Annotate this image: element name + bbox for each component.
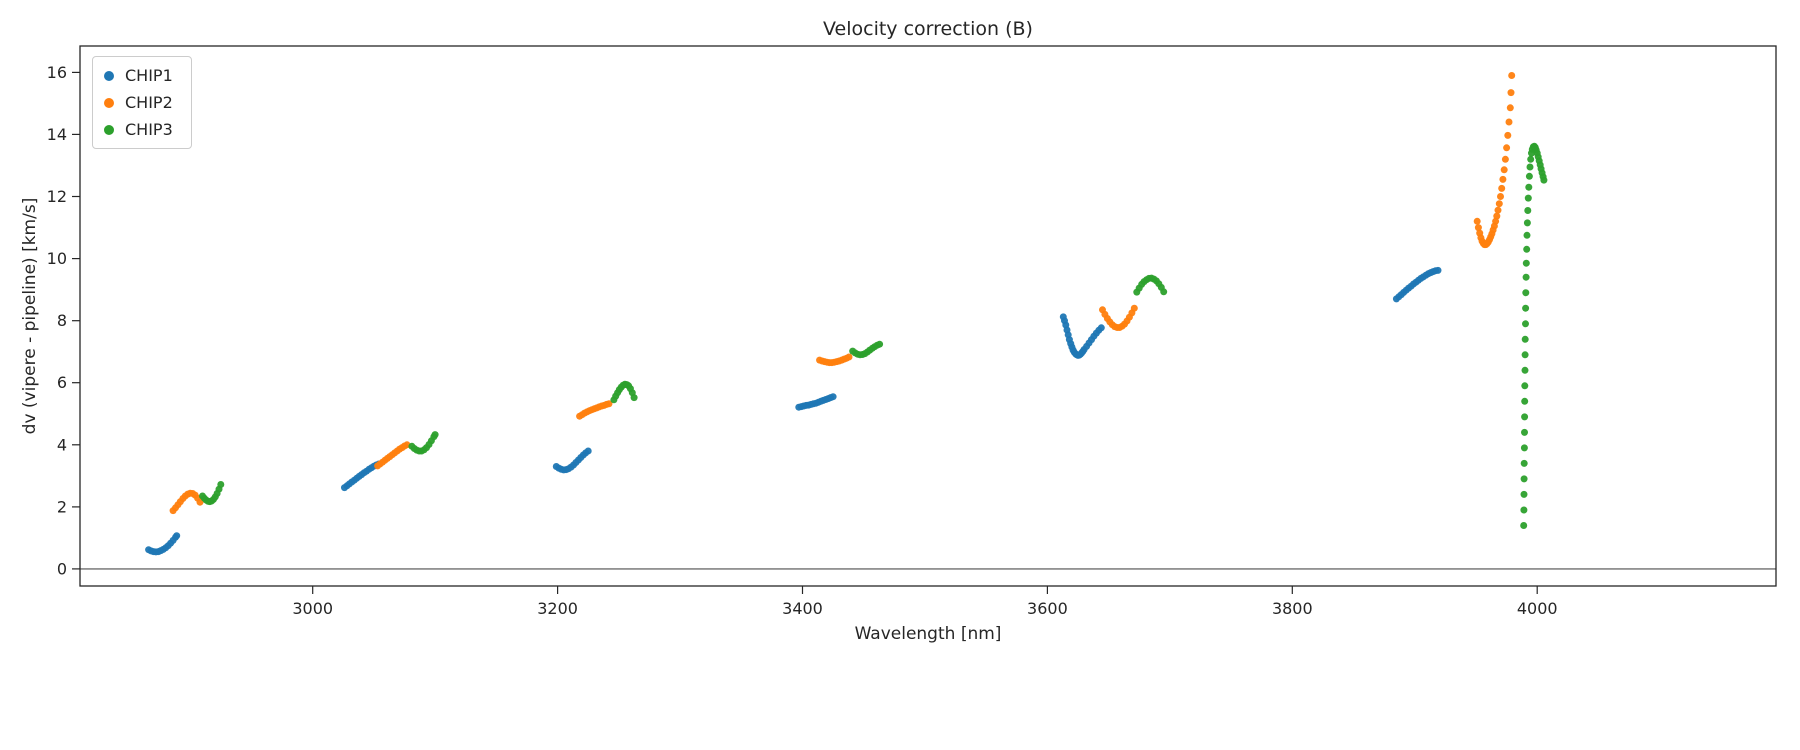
y-tick-label: 0 (57, 559, 67, 578)
y-tick-label: 2 (57, 497, 67, 516)
y-tick-label: 4 (57, 435, 67, 454)
legend-label: CHIP2 (125, 93, 173, 112)
y-tick-label: 6 (57, 373, 67, 392)
x-tick-label: 3000 (292, 599, 333, 618)
x-tick-label: 3400 (782, 599, 823, 618)
x-tick-label: 4000 (1517, 599, 1558, 618)
x-axis-label: Wavelength [nm] (854, 624, 1002, 644)
y-tick-label: 10 (47, 249, 67, 268)
legend-item-chip1: CHIP1 (104, 66, 173, 85)
legend-item-chip3: CHIP3 (104, 120, 173, 139)
legend-item-chip2: CHIP2 (104, 93, 173, 112)
y-tick-label: 16 (47, 63, 67, 82)
y-tick-label: 8 (57, 311, 67, 330)
legend-label: CHIP3 (125, 120, 173, 139)
y-tick-label: 12 (47, 187, 67, 206)
x-tick-label: 3600 (1027, 599, 1068, 618)
chart-title: Velocity correction (B) (823, 18, 1033, 40)
y-tick-label: 14 (47, 125, 67, 144)
legend-marker-dot-icon (104, 97, 114, 108)
legend-label: CHIP1 (125, 66, 173, 85)
legend: CHIP1 CHIP2 CHIP3 (92, 56, 192, 149)
x-tick-label: 3800 (1272, 599, 1313, 618)
legend-marker-dot-icon (104, 124, 114, 135)
legend-marker-dot-icon (104, 70, 114, 81)
x-tick-label: 3200 (537, 599, 578, 618)
